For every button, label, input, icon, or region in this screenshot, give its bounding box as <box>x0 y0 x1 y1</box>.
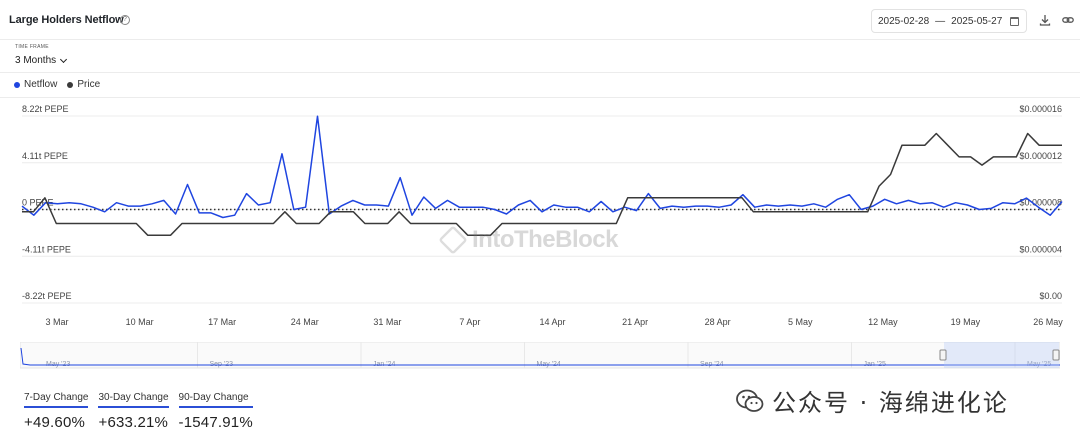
navigator-selection[interactable] <box>944 342 1059 368</box>
series-line-netflow <box>21 115 1063 219</box>
intotheblock-logo-icon <box>438 225 468 255</box>
y-tick-label-right: $0.00 <box>1039 291 1062 301</box>
x-tick-label: 19 May <box>951 317 981 327</box>
y-tick-label-left: -4.11t PEPE <box>22 244 71 254</box>
chart-title: Large Holders Netflow <box>9 14 124 26</box>
navigator-track <box>20 342 1060 369</box>
y-tick-label-right: $0.000008 <box>1019 198 1062 208</box>
divider <box>0 97 1080 98</box>
link-icon[interactable] <box>1062 14 1074 26</box>
x-tick-label: 17 Mar <box>208 317 236 327</box>
change-90d: 90-Day Change -1547.91% <box>178 392 253 431</box>
navigator-handle-left[interactable] <box>939 349 947 361</box>
x-tick-label: 31 Mar <box>373 317 401 327</box>
date-range-picker[interactable]: 2025-02-28 — 2025-05-27 <box>871 9 1027 33</box>
change-7d-label: 7-Day Change <box>24 392 89 408</box>
change-30d-label: 30-Day Change <box>98 392 169 408</box>
range-navigator[interactable]: May '23 Sep '23 Jan '24 May '24 Sep '24 Jan '… <box>20 342 1060 370</box>
timeframe-label: TIME FRAME <box>15 44 49 50</box>
divider <box>0 72 1080 73</box>
timeframe-select[interactable]: 3 Months <box>15 55 68 66</box>
x-tick-label: 28 Apr <box>705 317 731 327</box>
wechat-watermark: 公众号 · 海绵进化论 <box>736 383 1009 418</box>
navigator-handle-right[interactable] <box>1052 349 1060 361</box>
watermark-text: IntoTheBlock <box>472 226 619 253</box>
header-bar: Large Holders Netflow ? 2025-02-28 — 202… <box>0 0 1080 40</box>
y-tick-label-right: $0.000012 <box>1019 151 1062 161</box>
legend-item-price[interactable]: Price <box>67 79 100 90</box>
y-tick-label-left: 0 PEPE <box>22 198 54 208</box>
change-90d-value: -1547.91% <box>178 414 253 431</box>
series-line-price <box>22 132 1062 236</box>
wechat-text: 公众号 · 海绵进化论 <box>772 389 1009 417</box>
x-tick-label: 3 Mar <box>45 317 68 327</box>
legend-label-netflow: Netflow <box>24 79 58 90</box>
timeframe-value: 3 Months <box>15 55 57 66</box>
x-tick-label: 10 Mar <box>126 317 154 327</box>
change-30d: 30-Day Change +633.21% <box>98 392 169 431</box>
y-tick-label-left: 8.22t PEPE <box>22 104 69 114</box>
y-tick-label-left: 4.11t PEPE <box>22 151 68 161</box>
change-30d-value: +633.21% <box>98 414 169 431</box>
calendar-icon <box>1010 16 1020 26</box>
change-stats: 7-Day Change +49.60% 30-Day Change +633.… <box>24 392 253 431</box>
download-icon[interactable] <box>1039 14 1051 26</box>
navigator-series <box>20 347 1060 366</box>
x-tick-label: 21 Apr <box>622 317 648 327</box>
x-tick-label: 5 May <box>788 317 813 327</box>
x-tick-label: 14 Apr <box>539 317 565 327</box>
chevron-down-icon <box>60 55 68 63</box>
netflow-chart[interactable]: 8.22t PEPE 4.11t PEPE 0 PEPE -4.11t PEPE -8.… <box>0 98 1080 330</box>
y-tick-label-left: -8.22t PEPE <box>22 291 72 301</box>
price-dot-icon <box>67 81 74 88</box>
change-90d-label: 90-Day Change <box>178 392 253 408</box>
help-icon[interactable]: ? <box>120 15 130 25</box>
date-separator: — <box>935 15 946 27</box>
wechat-icon <box>736 389 764 412</box>
date-end: 2025-05-27 <box>951 15 1003 27</box>
netflow-dot-icon <box>14 81 20 88</box>
y-tick-label-right: $0.000016 <box>1019 104 1062 114</box>
date-start: 2025-02-28 <box>878 15 930 27</box>
chart-legend: Netflow Price <box>14 79 100 90</box>
legend-label-price: Price <box>77 79 101 90</box>
x-tick-label: 12 May <box>868 317 898 327</box>
legend-item-netflow[interactable]: Netflow <box>14 79 57 90</box>
y-tick-label-right: $0.000004 <box>1019 244 1062 254</box>
change-7d: 7-Day Change +49.60% <box>24 392 89 431</box>
x-tick-label: 7 Apr <box>459 317 480 327</box>
watermark: IntoTheBlock <box>438 225 619 255</box>
change-7d-value: +49.60% <box>24 414 86 431</box>
x-tick-label: 24 Mar <box>291 317 319 327</box>
x-tick-label: 26 May <box>1033 317 1063 327</box>
